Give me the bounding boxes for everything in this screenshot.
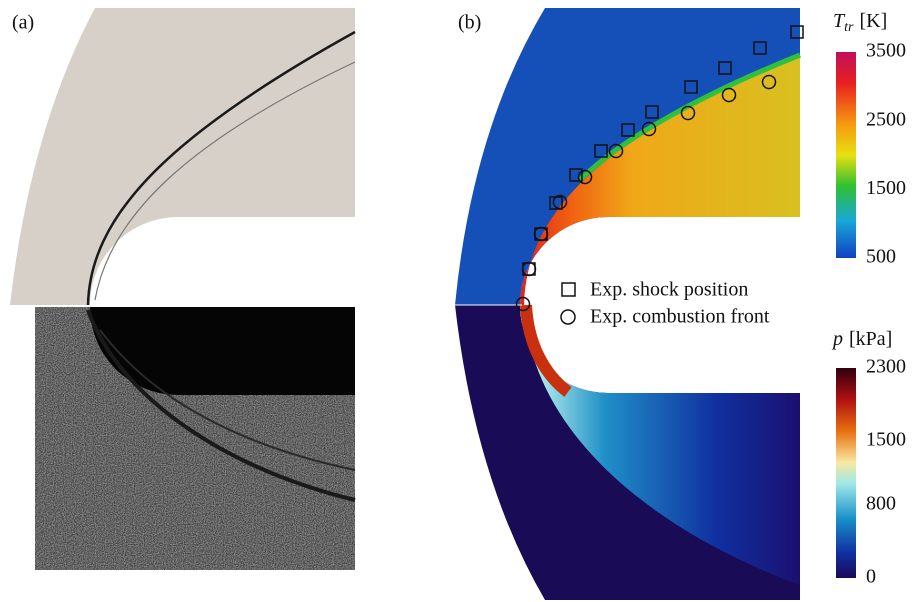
subscript: tr bbox=[844, 20, 854, 35]
colorbar-tick-label: 1500 bbox=[866, 429, 906, 451]
symbol: p bbox=[831, 328, 843, 350]
colorbar-tick-label: 500 bbox=[866, 246, 896, 268]
colorbar-tick-label: 3500 bbox=[866, 40, 906, 62]
legend-label: Exp. shock position bbox=[590, 279, 748, 301]
colorbar-tick-label: 2300 bbox=[866, 356, 906, 378]
page: {"panels": {"a": {"label": "(a)"}, "b": … bbox=[0, 0, 919, 602]
colorbar bbox=[836, 52, 856, 258]
legend-square bbox=[562, 283, 575, 296]
simulation-field bbox=[10, 8, 355, 305]
figure: (a) (b) Exp. shock position Exp. combust… bbox=[0, 0, 919, 602]
colorbar-tick-label: 800 bbox=[866, 493, 896, 515]
colorbar-title: Ttr[K] bbox=[833, 10, 887, 36]
colorbar-title: p [kPa] bbox=[831, 328, 892, 350]
colorbar-tick-label: 2500 bbox=[866, 108, 906, 130]
unit: [K] bbox=[859, 10, 887, 32]
panel-label: (a) bbox=[12, 12, 34, 34]
unit: [kPa] bbox=[849, 328, 892, 350]
colorbar-tick-label: 1500 bbox=[866, 177, 906, 199]
colorbar bbox=[836, 368, 856, 578]
colorbar-tick-label: 0 bbox=[866, 566, 876, 588]
legend-circle bbox=[561, 310, 575, 324]
legend-label: Exp. combustion front bbox=[590, 306, 770, 328]
panel-label: (b) bbox=[458, 12, 481, 34]
